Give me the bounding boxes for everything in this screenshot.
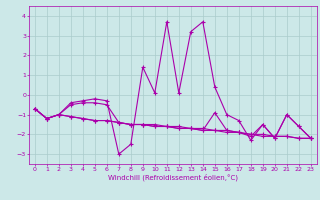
X-axis label: Windchill (Refroidissement éolien,°C): Windchill (Refroidissement éolien,°C)	[108, 173, 238, 181]
